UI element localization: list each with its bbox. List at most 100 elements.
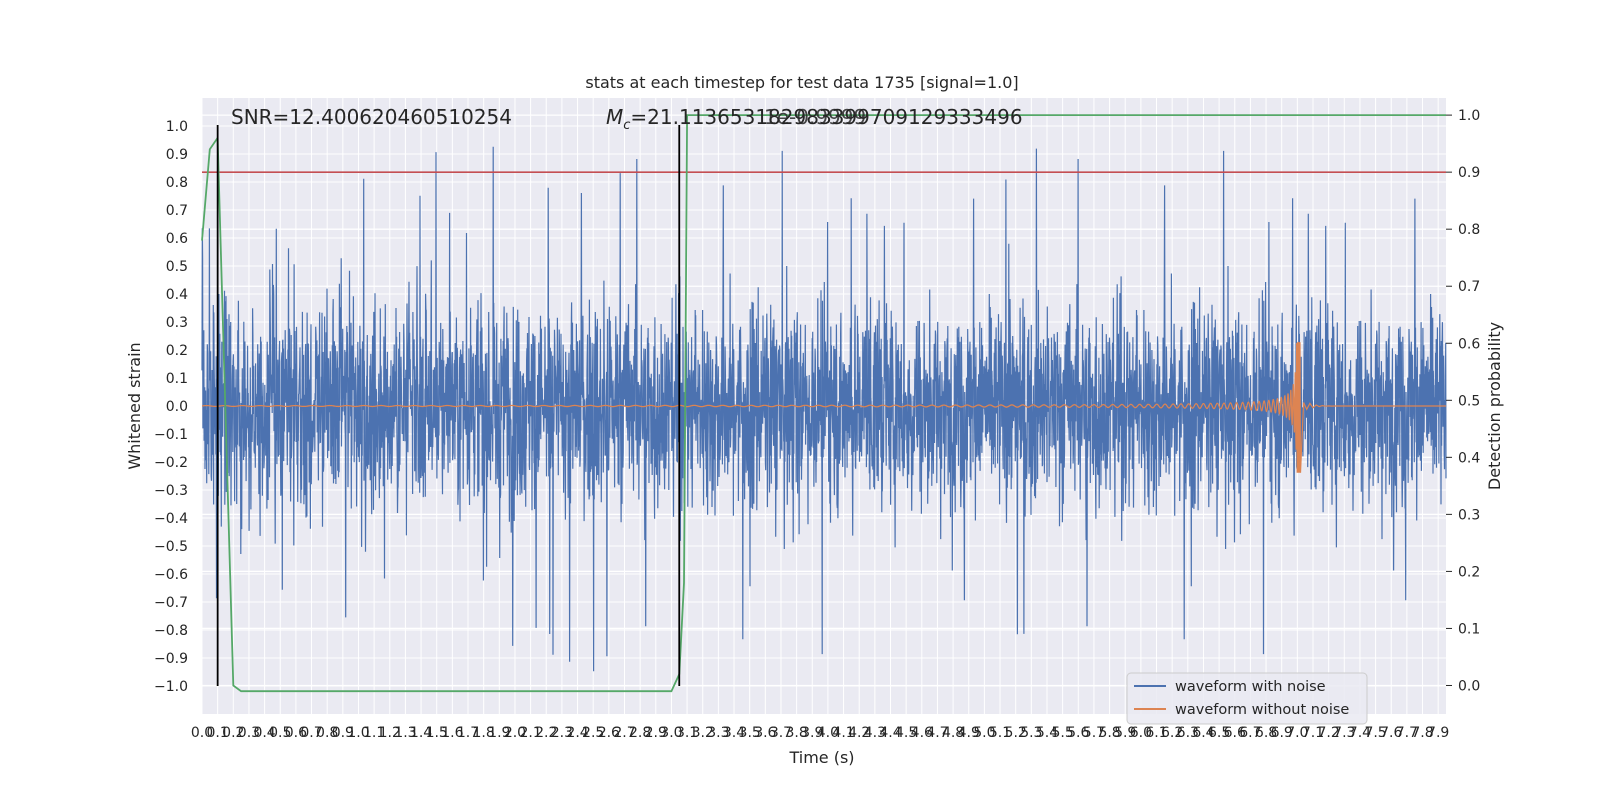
legend: waveform with noise waveform without noi… [1126, 672, 1368, 725]
y-tick-label: −0.6 [154, 567, 188, 583]
y2-tick-label: 0.2 [1458, 564, 1480, 580]
x-tick-label: 3.7 [770, 725, 792, 741]
x-tick-label: 1.8 [473, 725, 495, 741]
x-tick-label: 5.6 [1067, 725, 1089, 741]
mc-value: =21.113653182983399709129333496 [630, 105, 1022, 129]
x-tick-label: 6.6 [1224, 725, 1246, 741]
x-tick-label: 1.7 [457, 725, 479, 741]
x-tick-label: 3.8 [785, 725, 807, 741]
x-tick-label: 2.2 [535, 725, 557, 741]
y-tick-label: 0.1 [166, 371, 188, 387]
x-tick-label: 4.3 [864, 725, 886, 741]
y2-tick-label: 0.6 [1458, 336, 1480, 352]
y-tick-label: −0.8 [154, 623, 188, 639]
x-tick-label: 5.7 [1083, 725, 1105, 741]
x-tick-label: 4.6 [911, 725, 933, 741]
series-waveform-with-noise [201, 146, 1447, 672]
x-tick-label: 3.4 [723, 725, 745, 741]
x-tick-label: 3.6 [754, 725, 776, 741]
x-tick-label: 5.1 [989, 725, 1011, 741]
x-tick-label: 6.1 [1145, 725, 1167, 741]
y-tick-label: −0.4 [154, 511, 188, 527]
x-tick-label: 7.0 [1286, 725, 1308, 741]
x-tick-label: 6.5 [1208, 725, 1230, 741]
x-tick-label: 4.1 [832, 725, 854, 741]
x-tick-label: 7.3 [1333, 725, 1355, 741]
x-tick-label: 7.7 [1396, 725, 1418, 741]
y2-tick-label: 0.1 [1458, 621, 1480, 637]
y-tick-label: 0.8 [166, 175, 188, 191]
y-tick-label: 0.9 [166, 147, 188, 163]
x-tick-label: 2.3 [551, 725, 573, 741]
chart-title: stats at each timestep for test data 173… [585, 73, 1018, 92]
y-tick-label: 0.2 [166, 343, 188, 359]
y-axis-label: Whitened strain [125, 342, 144, 469]
x-tick-label: 3.3 [707, 725, 729, 741]
x-tick-label: 7.5 [1364, 725, 1386, 741]
x-tick-label: 3.0 [660, 725, 682, 741]
y2-tick-label: 0.0 [1458, 678, 1480, 694]
x-tick-label: 4.2 [848, 725, 870, 741]
x-tick-label: 0.0 [191, 725, 213, 741]
y-tick-label: 0.3 [166, 315, 188, 331]
y2-tick-label: 0.7 [1458, 279, 1480, 295]
x-tick-label: 0.9 [332, 725, 354, 741]
x-tick-label: 2.6 [598, 725, 620, 741]
x-tick-label: 1.5 [426, 725, 448, 741]
x-tick-label: 3.1 [676, 725, 698, 741]
x-tick-label: 1.4 [410, 725, 432, 741]
y-tick-label: 0.7 [166, 203, 188, 219]
legend-label-clean: waveform without noise [1175, 702, 1349, 718]
x-tick-label: 2.1 [519, 725, 541, 741]
snr-annotation: SNR=12.400620460510254 [231, 105, 512, 129]
y-tick-label: −0.5 [154, 539, 188, 555]
x-tick-label: 1.1 [363, 725, 385, 741]
x-tick-label: 2.5 [582, 725, 604, 741]
x-tick-label: 0.7 [300, 725, 322, 741]
y-tick-label: 1.0 [166, 119, 188, 135]
x-tick-label: 1.6 [441, 725, 463, 741]
y-tick-label: 0.5 [166, 259, 188, 275]
x-tick-label: 7.2 [1318, 725, 1340, 741]
mc-subscript: c [623, 118, 630, 133]
x-tick-label: 0.4 [253, 725, 275, 741]
y-tick-label: −0.9 [154, 651, 188, 667]
x-tick-label: 1.9 [488, 725, 510, 741]
x-tick-label: 0.3 [238, 725, 260, 741]
y2-tick-label: 1.0 [1458, 108, 1480, 124]
x-tick-label: 4.5 [895, 725, 917, 741]
x-tick-label: 6.2 [1161, 725, 1183, 741]
x-tick-label: 1.0 [347, 725, 369, 741]
y2-tick-label: 0.3 [1458, 507, 1480, 523]
x-tick-label: 4.0 [817, 725, 839, 741]
x-tick-label: 7.9 [1427, 725, 1449, 741]
x-tick-label: 2.7 [613, 725, 635, 741]
y2-tick-label: 0.4 [1458, 450, 1480, 466]
x-tick-label: 5.3 [1020, 725, 1042, 741]
x-tick-label: 0.5 [269, 725, 291, 741]
x-tick-label: 7.1 [1302, 725, 1324, 741]
x-axis-label: Time (s) [788, 748, 854, 767]
x-tick-label: 7.6 [1380, 725, 1402, 741]
y-tick-label: −0.1 [154, 427, 188, 443]
y2-tick-label: 0.5 [1458, 393, 1480, 409]
y-tick-label: 0.6 [166, 231, 188, 247]
x-tick-label: 6.8 [1255, 725, 1277, 741]
x-tick-label: 6.9 [1271, 725, 1293, 741]
x-tick-label: 3.9 [801, 725, 823, 741]
x-tick-label: 6.0 [1130, 725, 1152, 741]
series-detection-probability [201, 114, 1446, 693]
mc-symbol: M [606, 105, 623, 129]
x-tick-label: 4.9 [958, 725, 980, 741]
x-tick-label: 7.8 [1411, 725, 1433, 741]
y-tick-label: −1.0 [154, 679, 188, 695]
x-tick-label: 3.5 [739, 725, 761, 741]
x-tick-label: 5.8 [1098, 725, 1120, 741]
x-tick-label: 4.4 [879, 725, 901, 741]
y-tick-label: −0.3 [154, 483, 188, 499]
legend-box [1126, 672, 1368, 725]
x-tick-label: 6.7 [1239, 725, 1261, 741]
x-tick-label: 0.2 [222, 725, 244, 741]
legend-label-noise: waveform with noise [1175, 679, 1326, 695]
